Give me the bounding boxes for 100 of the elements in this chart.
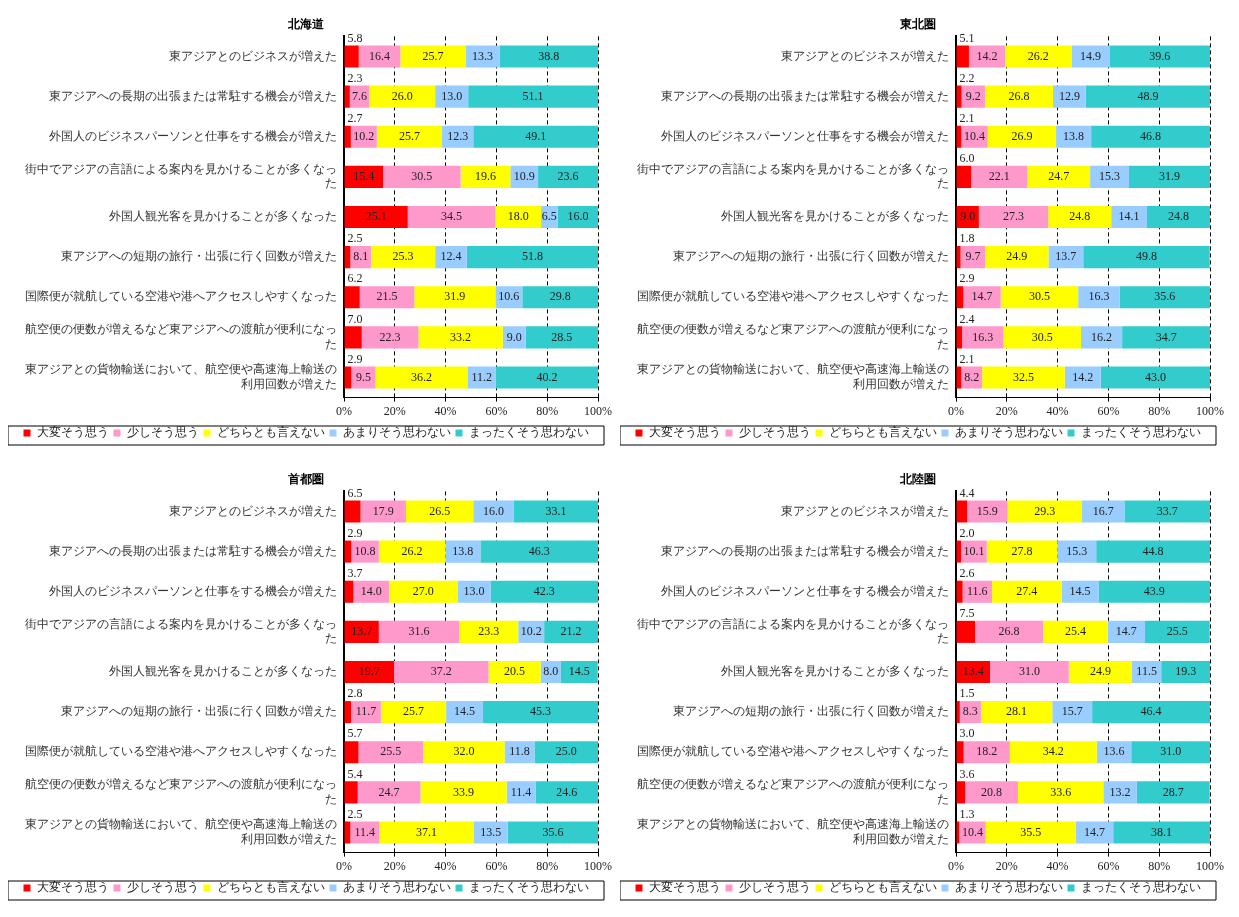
data-label: 35.5 [1020,824,1042,839]
data-label: 46.3 [528,543,550,558]
data-label: 6.0 [959,150,975,165]
y-tick-label: 東アジアとのビジネスが増えた [781,48,949,63]
bar [1091,125,1210,148]
bar [1100,366,1210,389]
bar [956,620,976,643]
data-label: 26.2 [1027,48,1049,63]
bar [1147,205,1210,229]
legend-label: 少しそう思う [738,880,811,895]
y-tick-label: 街中でアジアの言語による案内を見かけることが多くなった [637,161,949,191]
data-label: 11.8 [509,744,530,759]
data-label: 22.3 [379,329,401,344]
bar [1043,620,1108,643]
bar [351,701,381,724]
bar [992,580,1062,603]
data-label: 31.0 [1160,744,1182,759]
bar [1122,326,1210,349]
bar [467,366,496,389]
chart-title: 北海道 [287,17,325,32]
data-label: 2.5 [347,806,363,821]
y-tick-label: 東アジアとの貨物輸送において、航空便や高速海上輸送の利用回数が増えた [637,362,949,391]
bar [985,246,1049,269]
bar [956,701,960,724]
data-label: 29.8 [549,289,571,304]
chart-title: 東北圏 [899,17,936,32]
data-label: 9.0 [506,329,522,344]
x-tick-label: 60% [485,858,508,873]
bar [965,781,1018,804]
bar [1068,660,1133,684]
bar [956,165,972,188]
data-label: 8.0 [543,664,559,679]
bar [344,286,360,309]
y-tick-label: 外国人観光客を見かけることが多くなった [109,209,337,224]
data-label: 31.9 [1158,169,1180,184]
data-label: 19.3 [1175,664,1197,679]
x-tick-label: 20% [995,858,1018,873]
data-label: 25.7 [422,48,444,63]
bar [361,326,419,349]
bar [984,85,1054,108]
bar [1109,45,1210,68]
bar [473,125,598,148]
legend-label: あまりそう思わない [954,880,1063,895]
data-label: 8.2 [964,369,980,384]
bar [358,741,424,764]
data-label: 25.7 [402,704,424,719]
data-label: 21.5 [376,289,398,304]
data-label: 37.2 [430,664,452,679]
data-label: 20.5 [504,664,526,679]
data-label: 14.7 [1115,624,1137,639]
bar [525,326,598,349]
data-label: 10.4 [962,824,984,839]
bar [968,45,1006,68]
legend-label: 大変そう思う [36,880,109,895]
data-label: 16.7 [1092,503,1114,518]
bar [495,205,542,229]
data-label: 31.9 [444,289,466,304]
x-tick-label: 100% [1196,858,1224,873]
bar [344,125,351,148]
data-label: 18.2 [976,744,998,759]
data-label: 12.4 [440,249,462,264]
bar [378,620,460,643]
y-tick-label: 国際便が就航している空港や港へアクセスしやすくなった [25,289,337,304]
bar [1098,580,1210,603]
data-label: 48.9 [1137,88,1159,103]
data-label: 33.9 [453,784,475,799]
data-label: 20.8 [981,784,1003,799]
data-label: 28.5 [551,329,573,344]
legend-label: どちらとも言えない [216,880,325,895]
bar [1103,781,1137,804]
data-label: 25.1 [365,209,387,224]
data-label: 51.8 [521,249,543,264]
bar [967,500,1008,523]
data-label: 10.6 [498,289,520,304]
data-label: 25.3 [392,249,414,264]
bar [1092,701,1210,724]
data-label: 2.3 [347,70,363,85]
bar [990,660,1069,684]
legend-label: どちらとも言えない [828,880,937,895]
bar [956,580,963,603]
bar [344,701,352,724]
legend-label: 大変そう思う [648,880,721,895]
data-label: 26.9 [1011,128,1033,143]
data-label: 8.3 [962,704,978,719]
bar [344,781,358,804]
bar [956,781,966,804]
data-label: 44.8 [1142,543,1164,558]
data-label: 1.5 [959,686,975,701]
data-label: 21.2 [560,624,582,639]
x-tick-label: 0% [336,403,352,418]
data-label: 7.6 [351,88,367,103]
bar [344,45,359,68]
y-tick-label: 街中でアジアの言語による案内を見かけることが多くなった [25,161,337,191]
y-tick-label: 東アジアとの貨物輸送において、航空便や高速海上輸送の利用回数が増えた [25,817,337,846]
bar [1128,165,1210,188]
bar [956,85,962,108]
data-label: 27.8 [1011,543,1033,558]
legend-label: あまりそう思わない [342,880,451,895]
y-tick-label: 東アジアへの短期の旅行・出張に行く回数が増えた [61,249,337,264]
data-label: 15.3 [1066,543,1088,558]
